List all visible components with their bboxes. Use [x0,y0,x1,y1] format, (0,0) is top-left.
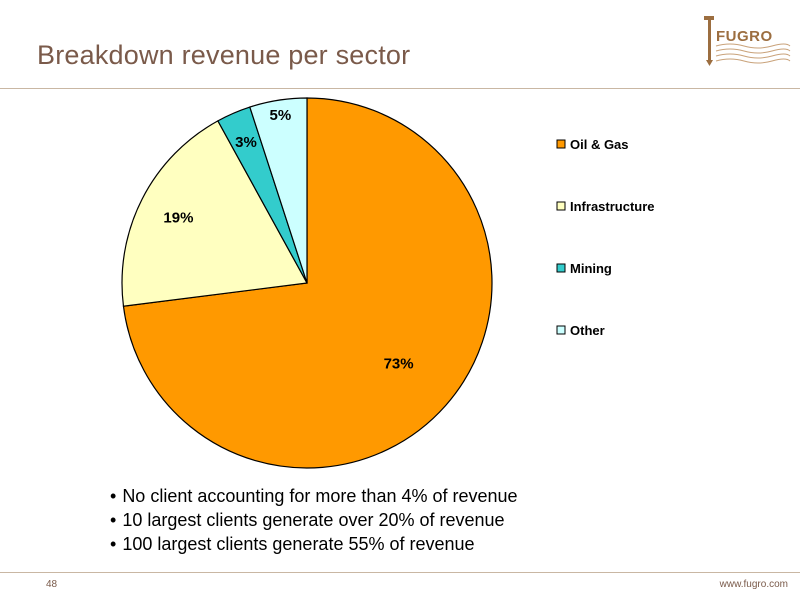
pie-data-label: 5% [270,107,292,124]
chart-legend: Oil & Gas Infrastructure Mining Other [556,137,655,338]
pie-slice-oil-gas [122,97,493,469]
legend-swatch [556,201,566,211]
pie-slice-other [249,97,308,284]
logo-mark-icon [704,16,791,66]
bullet-item: 10 largest clients generate over 20% of … [110,508,518,532]
legend-label: Other [570,323,605,338]
bullet-item: No client accounting for more than 4% of… [110,484,517,508]
footer-divider [0,572,800,573]
page-number: 48 [46,579,58,590]
legend-label: Infrastructure [570,199,655,214]
legend-label: Oil & Gas [570,137,629,152]
pie-slice-infrastructure [121,120,308,307]
pie-data-label: 3% [235,134,257,151]
fugro-logo: FUGRO [700,12,792,68]
pie-slices [121,97,493,469]
pie-data-labels: 73% 19% 3% 5% [163,107,413,373]
legend-swatch [556,325,566,335]
bullet-list: No client accounting for more than 4% of… [110,484,518,556]
logo-text: FUGRO [716,28,773,45]
title-divider [0,88,800,89]
bullet-item: 100 largest clients generate 55% of reve… [110,532,518,556]
slide-title: Breakdown revenue per sector [37,40,411,70]
pie-data-label: 73% [384,356,414,373]
legend-swatch [556,263,566,273]
pie-data-label: 19% [163,209,193,226]
legend-swatch [556,139,566,149]
website-url: www.fugro.com [719,579,788,590]
legend-label: Mining [570,261,612,276]
